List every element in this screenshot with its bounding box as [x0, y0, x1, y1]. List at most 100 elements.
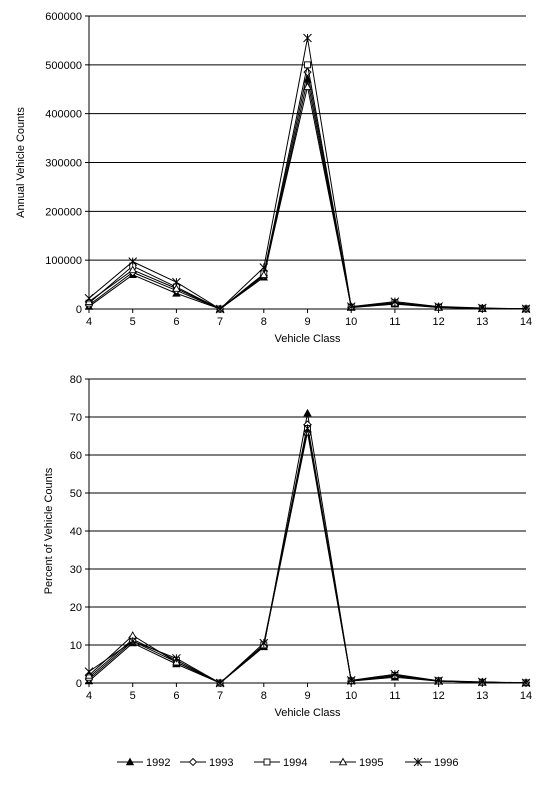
data-point-1995-shape	[128, 265, 137, 274]
series-1992	[84, 75, 531, 313]
data-point-1996	[521, 304, 531, 314]
data-point-1996	[215, 678, 225, 688]
x-tick-label: 13	[476, 690, 488, 702]
x-tick-label: 4	[86, 316, 92, 328]
data-point-1996	[390, 297, 400, 307]
legend-item-1996: 1996	[405, 757, 458, 769]
x-tick-label: 14	[520, 690, 532, 702]
data-point-1996	[303, 424, 312, 433]
x-tick-label: 13	[476, 316, 488, 328]
data-point-1996	[346, 675, 356, 685]
data-point-1996	[128, 257, 138, 266]
legend: 1992 1993 1994 1995 1996	[117, 757, 458, 769]
y-tick-label: 200000	[45, 206, 82, 218]
x-tick-label: 9	[304, 690, 310, 702]
y-tick-label: 10	[70, 640, 82, 652]
x-axis-label: Vehicle Class	[274, 333, 341, 345]
data-point-1996	[259, 263, 269, 272]
data-point-1996	[215, 304, 225, 314]
series-line-1995	[88, 86, 527, 310]
data-point-1996	[84, 667, 94, 676]
x-tick-label: 7	[217, 690, 223, 702]
data-point-1995	[128, 265, 137, 274]
data-point-1996	[434, 676, 443, 686]
legend-item-1994: 1994	[254, 757, 307, 769]
data-point-1995	[172, 284, 181, 292]
x-tick-label: 11	[389, 690, 400, 702]
x-tick-label: 4	[86, 690, 92, 702]
data-point-1996	[346, 302, 356, 311]
y-tick-label: 100000	[45, 255, 82, 267]
series-1994	[85, 61, 530, 313]
series-1996	[84, 424, 531, 688]
x-tick-label: 6	[173, 316, 179, 328]
x-tick-label: 8	[261, 316, 267, 328]
legend-marker	[263, 758, 271, 766]
data-point-1995	[259, 270, 269, 279]
y-tick-label: 80	[70, 374, 82, 386]
x-tick-label: 10	[345, 316, 357, 328]
data-point-1996	[303, 33, 312, 43]
data-point-1996	[521, 678, 531, 688]
x-tick-label: 14	[520, 316, 532, 328]
data-point-1996	[84, 293, 94, 303]
legend-label: 1993	[209, 757, 233, 769]
series-1994	[85, 424, 530, 687]
series-1995	[84, 427, 531, 687]
x-tick-label: 10	[345, 690, 357, 702]
x-tick-label: 12	[432, 316, 444, 328]
series-1992	[84, 408, 531, 687]
data-point-1996	[390, 669, 400, 679]
y-tick-label: 60	[70, 450, 82, 462]
legend-label: 1992	[146, 757, 170, 769]
legend-marker-shape	[188, 757, 198, 767]
series-line-1993	[88, 72, 527, 310]
x-tick-label: 7	[217, 316, 223, 328]
data-point-1996	[477, 303, 487, 313]
data-point-1992-shape	[303, 408, 312, 417]
y-tick-label: 40	[70, 526, 82, 538]
x-tick-label: 8	[261, 690, 267, 702]
x-tick-label: 5	[130, 316, 136, 328]
y-tick-label: 400000	[45, 109, 82, 121]
x-tick-label: 11	[389, 316, 400, 328]
x-tick-label: 5	[130, 690, 136, 702]
x-tick-label: 9	[304, 316, 310, 328]
y-tick-label: 0	[76, 678, 82, 690]
series-1993	[84, 68, 531, 314]
data-point-1996	[172, 277, 181, 287]
chart-1: 0 100000 200000 300000 400000 500000 600000 4 5 6…	[15, 11, 532, 345]
y-tick-label: 20	[70, 602, 82, 614]
legend-marker	[338, 757, 348, 766]
data-point-1994-shape	[304, 61, 311, 69]
data-point-1995-shape	[303, 82, 312, 91]
data-point-1995-shape	[172, 284, 181, 292]
x-tick-label: 12	[432, 690, 444, 702]
y-axis-label: Annual Vehicle Counts	[15, 107, 27, 218]
x-tick-label: 6	[173, 690, 179, 702]
series-line-1992	[88, 413, 527, 684]
legend-marker	[125, 757, 135, 766]
legend-marker	[413, 757, 423, 767]
data-point-1996	[434, 302, 443, 311]
series-1995	[84, 82, 531, 313]
y-tick-label: 600000	[45, 11, 82, 23]
y-tick-label: 30	[70, 564, 82, 576]
series-1993	[84, 420, 531, 688]
legend-item-1992: 1992	[117, 757, 170, 769]
y-tick-label: 70	[70, 412, 82, 424]
y-tick-label: 500000	[45, 60, 82, 72]
data-point-1992	[303, 408, 312, 417]
data-point-1996	[128, 636, 138, 646]
y-tick-label: 50	[70, 488, 82, 500]
data-point-1995-shape	[259, 270, 269, 279]
data-point-1996	[172, 653, 181, 663]
series-line-1993	[88, 424, 527, 684]
legend-marker	[188, 757, 198, 767]
legend-label: 1996	[434, 757, 458, 769]
y-tick-label: 300000	[45, 158, 82, 170]
legend-label: 1994	[283, 757, 307, 769]
y-tick-label: 0	[76, 304, 82, 316]
